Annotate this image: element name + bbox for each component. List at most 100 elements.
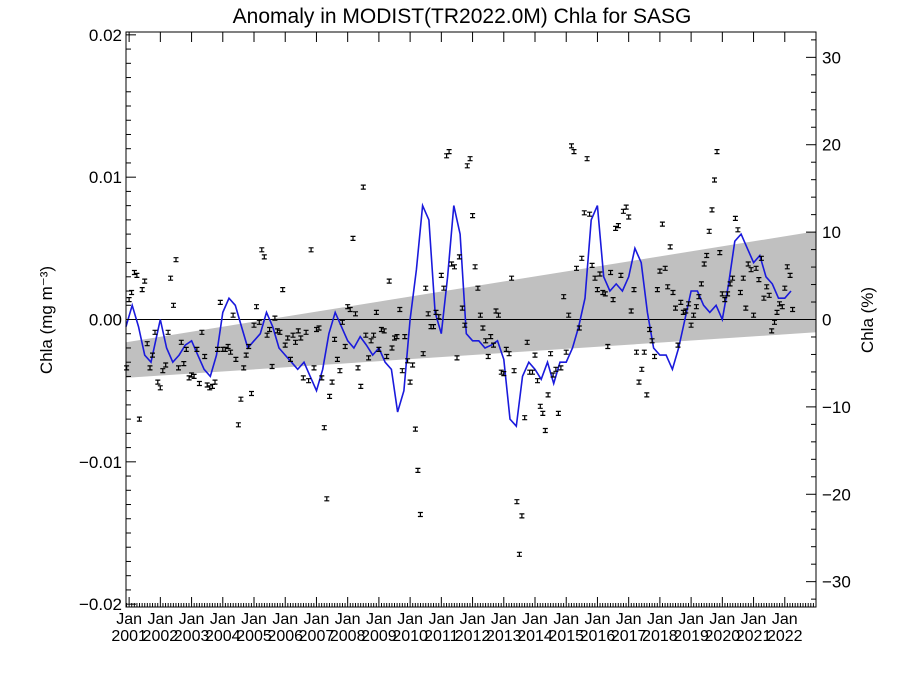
data-point <box>431 324 436 330</box>
data-point <box>464 163 470 169</box>
data-point <box>446 149 452 155</box>
x-tick-label-month: Jan <box>116 611 142 628</box>
data-point <box>134 272 140 278</box>
data-point <box>719 291 725 297</box>
data-point <box>506 351 512 357</box>
y-tick-label-right: −30 <box>822 573 851 592</box>
data-point <box>254 304 259 310</box>
data-point <box>475 285 481 291</box>
data-point <box>571 149 577 155</box>
data-point <box>597 271 603 277</box>
x-tick-label-month: Jan <box>553 611 579 628</box>
data-point <box>673 305 678 311</box>
x-tick-label-month: Jan <box>366 611 392 628</box>
data-point <box>748 267 754 273</box>
data-point <box>688 322 694 328</box>
data-point <box>766 292 772 298</box>
data-point <box>683 308 689 314</box>
x-tick-label-month: Jan <box>647 611 673 628</box>
data-point <box>522 415 528 421</box>
data-point <box>592 275 598 281</box>
data-point <box>667 244 673 250</box>
data-point <box>384 353 390 360</box>
data-point <box>717 250 723 256</box>
x-tick-label-month: Jan <box>179 611 205 628</box>
data-point <box>139 287 145 293</box>
data-point <box>751 312 757 318</box>
x-tick-label-month: Jan <box>460 611 486 628</box>
data-point <box>579 255 585 261</box>
data-point <box>126 297 132 303</box>
data-point <box>171 302 176 308</box>
data-point <box>306 378 312 384</box>
y-tick-label-left: 0.01 <box>89 168 122 187</box>
data-point <box>285 335 291 341</box>
data-point <box>548 351 554 357</box>
data-point <box>491 342 496 348</box>
x-tick-label-month: Jan <box>491 611 517 628</box>
data-point <box>615 223 621 229</box>
data-point <box>758 255 764 261</box>
data-point <box>350 235 356 241</box>
data-point <box>634 349 639 355</box>
data-point <box>212 379 218 385</box>
data-point <box>714 149 720 155</box>
data-point <box>181 361 187 367</box>
data-point <box>217 299 223 305</box>
data-point <box>732 215 738 221</box>
data-point <box>636 379 642 385</box>
data-point <box>581 210 587 216</box>
data-point <box>337 368 343 374</box>
data-point <box>165 329 171 335</box>
data-point <box>516 551 522 557</box>
data-point <box>194 346 200 352</box>
data-point <box>740 275 746 281</box>
y-tick-label-left: −0.01 <box>79 453 122 472</box>
data-point <box>540 410 546 416</box>
data-point <box>168 275 174 281</box>
data-point <box>563 349 569 355</box>
data-point <box>441 285 447 291</box>
data-point <box>438 272 444 278</box>
data-point <box>368 338 374 344</box>
data-point <box>319 375 325 381</box>
x-tick-label-year: 2009 <box>361 628 397 645</box>
data-point <box>777 301 782 307</box>
data-point <box>366 355 372 361</box>
data-point <box>444 153 450 159</box>
x-tick-label-month: Jan <box>772 611 798 628</box>
data-point <box>410 362 416 368</box>
data-point <box>761 295 767 301</box>
data-point <box>147 365 153 371</box>
data-point <box>267 326 273 333</box>
data-point <box>288 356 293 362</box>
data-point <box>787 272 793 278</box>
x-tick-label-year: 2005 <box>236 628 272 645</box>
data-point <box>462 322 468 328</box>
data-point <box>353 311 358 317</box>
data-point <box>417 511 423 518</box>
data-point <box>124 365 130 371</box>
x-tick-label-year: 2008 <box>330 628 366 645</box>
data-point <box>415 467 421 473</box>
data-point <box>371 332 377 338</box>
data-point <box>782 285 788 291</box>
data-point <box>233 356 239 362</box>
data-point <box>256 319 262 325</box>
data-point <box>553 366 559 372</box>
data-point <box>196 380 202 387</box>
data-point <box>686 301 692 307</box>
data-point <box>647 326 653 333</box>
data-point <box>753 265 759 271</box>
y-tick-label-right: 20 <box>822 136 841 155</box>
x-tick-label-year: 2004 <box>205 628 241 645</box>
data-point <box>246 343 252 350</box>
y-tick-label-left: −0.02 <box>79 595 122 614</box>
x-tick-label-month: Jan <box>585 611 611 628</box>
x-tick-label-year: 2011 <box>424 628 459 645</box>
data-point <box>743 305 749 311</box>
data-point <box>670 289 676 296</box>
data-point <box>649 338 655 344</box>
data-point <box>472 264 478 270</box>
